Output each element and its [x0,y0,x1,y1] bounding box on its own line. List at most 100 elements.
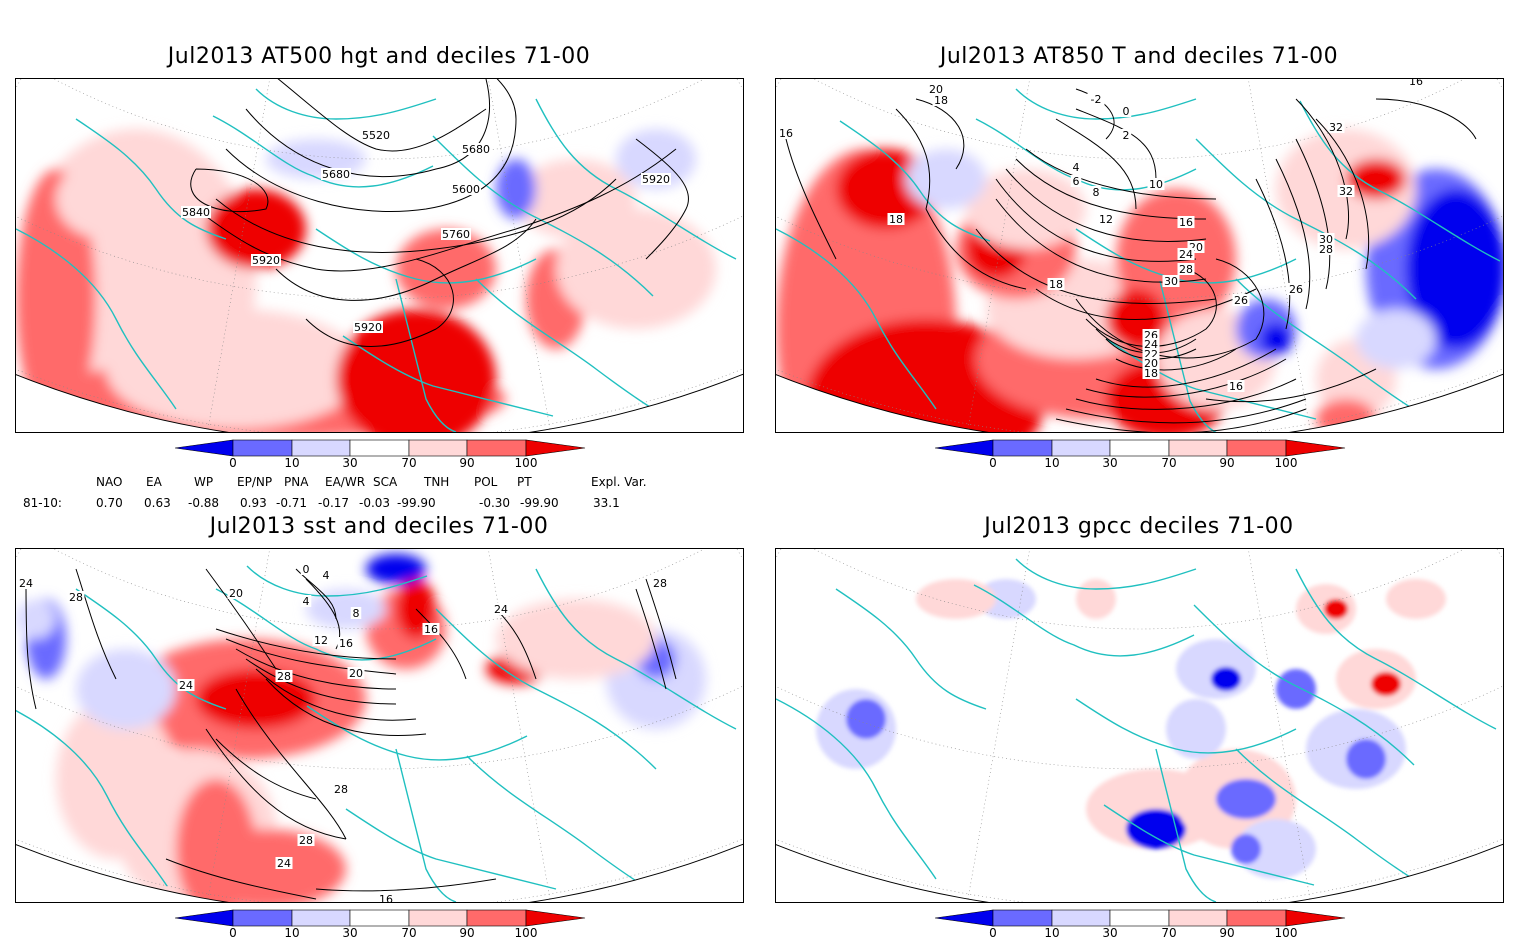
contour-label: 6 [1073,175,1080,188]
index-header: EA [146,475,162,489]
index-header: WP [194,475,214,489]
decile-shading-area [56,699,176,859]
colorbar-swatch [408,909,468,927]
contour-line [205,568,277,670]
colorbar-swatch [174,909,234,927]
decile-shading-area [1386,579,1446,619]
contour-label: 5920 [354,321,382,334]
colorbar-tick-label: 90 [459,456,475,470]
contour-line [1205,368,1377,403]
contour-label: 5760 [442,228,470,241]
contour-line [1005,168,1207,242]
decile-shading-area [306,589,386,629]
colorbar-swatch [525,909,586,927]
contour-line [1035,288,1257,320]
contour-label: 20 [229,587,243,600]
colorbar-swatch [291,439,351,457]
colorbar-swatch [1168,909,1228,927]
colorbar-sst: 0 10 30 70 90 100 [174,909,595,949]
index-value: 33.1 [593,496,620,510]
contour-label: 28 [334,783,348,796]
colorbar-swatch [466,909,527,927]
contour-label: 8 [353,607,360,620]
contour-line [1095,348,1277,388]
contour-label: 5680 [322,168,350,181]
decile-shading-area [1216,779,1276,819]
contour-label: 28 [653,577,667,590]
colorbar-tick-label: 90 [459,926,475,940]
colorbar-tick-label: 10 [1044,456,1060,470]
contour-line [75,568,117,680]
colorbar-swatches [934,439,1346,457]
decile-shading-area [1076,579,1116,619]
colorbar-tick-label: 100 [1274,456,1298,470]
decile-shading-area [1324,599,1348,619]
decile-shading-area [1356,309,1436,369]
colorbar-tick-label: 0 [229,456,237,470]
decile-shading-area [556,209,716,329]
colorbar-swatch [1051,909,1111,927]
index-value: -0.17 [318,496,350,510]
colorbar-swatches [174,439,586,457]
contour-line [925,208,1027,290]
index-value: -0.30 [479,496,511,510]
contour-line [235,688,347,840]
contour-line [915,98,965,170]
colorbar-tick-label: 0 [989,456,997,470]
index-header: PT [517,475,532,489]
contour-label: 24 [179,679,193,692]
panel-title-gpcc: Jul2013 gpcc deciles 71-00 [984,514,1294,539]
colorbar-tick-label: 30 [342,456,358,470]
panel-title-500hgt: Jul2013 AT500 hgt and deciles 71-00 [167,44,591,69]
colorbar-850t: 0 10 30 70 90 100 [934,439,1355,479]
contour-line [225,638,397,675]
colorbar-swatch [934,909,994,927]
contour-label: 28 [277,670,291,683]
colorbar-500hgt: 0 10 30 70 90 100 [174,439,595,479]
colorbar-swatch [466,439,527,457]
contour-label: 20 [929,83,943,96]
decile-shading-area [496,159,536,219]
coastline-borders [776,558,1497,902]
contour-line [785,138,837,260]
index-header: PNA [284,475,309,489]
colorbar-swatch [349,909,410,927]
contour-label: 4 [1073,161,1080,174]
colorbar-tick-label: 100 [514,926,538,940]
contour-label: 24 [1144,338,1158,351]
decile-shading-area [106,309,366,429]
contour-line [215,738,317,800]
contour-line [245,79,490,177]
contour-line [275,218,537,301]
decile-shading-area [1406,189,1503,349]
contour-label: 16 [424,623,438,636]
colorbar-swatch [1285,909,1346,927]
contour-label: 16 [379,893,393,902]
decile-shading-area [366,554,426,584]
decile-shading-area [1276,669,1316,709]
colorbar-swatch [1226,909,1287,927]
contour-line [25,578,37,710]
decile-shading-area [1236,819,1316,879]
colorbar-tick-label: 90 [1219,926,1235,940]
colorbar-swatch [992,439,1053,457]
decile-shading-area [16,599,56,639]
coastline-borders [16,565,737,902]
colorbar-swatch [174,439,234,457]
map-panel-500hgt: 5520 5680 5680 5600 5760 5840 5920 5920 5920 [15,78,744,433]
decile-shading-area [1346,159,1406,199]
colorbar-swatch [1109,439,1170,457]
colorbar-tick-label: 30 [1102,456,1118,470]
contour-line [645,578,677,680]
contour-label: 28 [1179,263,1193,276]
contour-line [1075,378,1297,410]
contour-line [1075,258,1265,359]
contour-label: 16 [1409,79,1423,88]
colorbar-swatch [1168,439,1228,457]
index-header: POL [474,475,498,489]
contour-line [195,148,677,272]
contour-line [305,258,454,347]
contour-label: 20 [1144,357,1158,370]
index-value: -99.90 [397,496,436,510]
panel-title-850t: Jul2013 AT850 T and deciles 71-00 [939,44,1339,69]
